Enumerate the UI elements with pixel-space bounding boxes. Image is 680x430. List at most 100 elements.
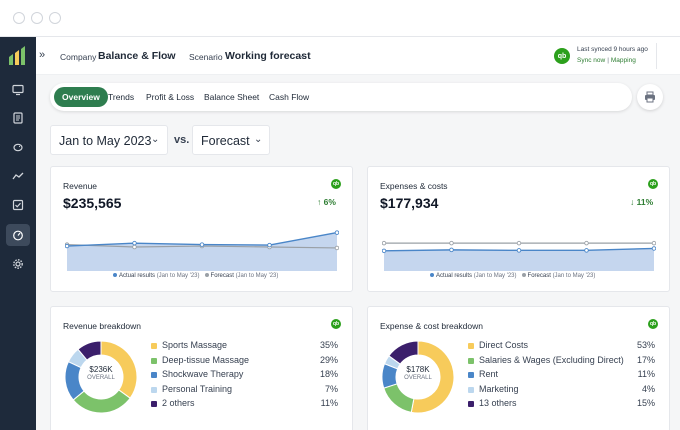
expenses-change: ↓ 11%: [630, 197, 654, 207]
breakdown-row[interactable]: Rent 11%: [468, 369, 663, 383]
period-chevron-down-icon: ⌄: [151, 134, 160, 145]
breakdown-row[interactable]: 13 others 15%: [468, 398, 663, 412]
legend-forecast-period: (Jan to May '23): [235, 273, 279, 279]
breakdown-label: Deep-tissue Massage: [162, 354, 250, 365]
browser-chrome: [0, 0, 680, 37]
expand-sidebar-icon[interactable]: »: [39, 49, 46, 61]
nav-settings-icon[interactable]: [6, 253, 30, 275]
sidebar: [0, 37, 36, 430]
breakdown-row[interactable]: Salaries & Wages (Excluding Direct) 17%: [468, 355, 663, 369]
header-divider: [656, 43, 657, 69]
breakdown-label: Direct Costs: [479, 340, 529, 350]
sync-separator: |: [607, 57, 609, 64]
expenses-title: Expenses & costs: [380, 181, 448, 191]
comparison-value: Forecast: [201, 134, 250, 148]
actual-point[interactable]: [449, 247, 454, 253]
top-header: » Company Balance & Flow ⌄ Scenario Work…: [36, 37, 680, 75]
breakdown-percent: 53%: [636, 340, 655, 350]
expense-donut-center: $178K OVERALL: [380, 365, 456, 381]
actual-point[interactable]: [132, 240, 137, 246]
nav-dashboard-icon[interactable]: [6, 79, 30, 101]
breakdown-label: Marketing: [479, 383, 519, 394]
actual-point[interactable]: [516, 248, 522, 253]
breakdown-percent: 11%: [637, 369, 655, 379]
actual-area: [384, 248, 654, 271]
legend-forecast-label: Forecast: [527, 273, 551, 279]
mapping-link[interactable]: Mapping: [610, 57, 636, 64]
nav-gauge-icon[interactable]: [6, 224, 30, 246]
legend-actual-period: (Jan to May '23): [156, 273, 200, 279]
breakdown-row[interactable]: Personal Training 7%: [151, 384, 346, 398]
forecast-point[interactable]: [132, 244, 137, 250]
nav-tasks-icon[interactable]: [6, 194, 30, 216]
company-label: Company: [60, 52, 97, 62]
breakdown-row[interactable]: 2 others 11%: [151, 398, 346, 412]
window-close-dot[interactable]: [13, 12, 25, 24]
scenario-label: Scenario: [189, 52, 223, 62]
breakdown-percent: 11%: [320, 398, 338, 408]
actual-point[interactable]: [334, 230, 339, 235]
forecast-point[interactable]: [334, 245, 339, 251]
print-button[interactable]: [637, 84, 663, 110]
expense-overall-value: $178K: [406, 365, 430, 374]
period-select[interactable]: Jan to May 2023 ⌄: [50, 125, 168, 155]
expense-breakdown-card[interactable]: Expense & cost breakdown qb $178K OVERAL…: [367, 306, 670, 430]
legend-swatch: [151, 372, 157, 378]
breakdown-row[interactable]: Deep-tissue Massage 29%: [151, 355, 346, 369]
forecast-point[interactable]: [382, 240, 387, 246]
actual-point[interactable]: [199, 242, 205, 247]
donut-slice[interactable]: [410, 340, 455, 414]
revenue-card[interactable]: Revenue qb $235,565 ↑ 6% Actual results …: [50, 166, 353, 292]
legend-swatch: [468, 357, 474, 364]
tab-profit-loss[interactable]: Profit & Loss: [146, 92, 195, 102]
window-minimize-dot[interactable]: [31, 12, 43, 24]
breakdown-percent: 18%: [319, 369, 338, 379]
actual-area: [67, 232, 337, 271]
sync-now-link[interactable]: Sync now: [577, 57, 606, 64]
forecast-point[interactable]: [449, 240, 454, 246]
company-selector[interactable]: Balance & Flow: [98, 50, 176, 62]
comparison-select[interactable]: Forecast ⌄: [192, 125, 270, 155]
breakdown-percent: 17%: [636, 354, 655, 365]
expenses-card[interactable]: Expenses & costs qb $177,934 ↓ 11% Actua…: [367, 166, 670, 292]
legend-swatch: [468, 343, 474, 349]
breakdown-row[interactable]: Marketing 4%: [468, 384, 663, 398]
forecast-point[interactable]: [651, 240, 656, 246]
breakdown-row[interactable]: Direct Costs 53%: [468, 340, 663, 354]
donut-slice[interactable]: [388, 340, 419, 365]
donut-slice[interactable]: [77, 340, 102, 361]
forecast-point[interactable]: [516, 240, 522, 246]
donut-slice[interactable]: [383, 383, 415, 413]
tab-trends[interactable]: Trends: [108, 92, 135, 102]
actual-point[interactable]: [382, 248, 387, 254]
nav-piggy-bank-icon[interactable]: [6, 136, 30, 158]
nav-trends-icon[interactable]: [6, 165, 30, 187]
actual-legend-swatch: [113, 273, 117, 278]
actual-point[interactable]: [267, 242, 272, 248]
nav-reports-icon[interactable]: [6, 107, 30, 129]
breakdown-row[interactable]: Shockwave Therapy 18%: [151, 369, 346, 383]
window-maximize-dot[interactable]: [49, 12, 61, 24]
scenario-chevron-down-icon[interactable]: ⌄: [299, 50, 307, 60]
expense-overall-label: OVERALL: [404, 375, 432, 381]
tab-balance-sheet[interactable]: Balance Sheet: [204, 92, 260, 102]
expenses-area-chart: [382, 240, 656, 271]
revenue-breakdown-card[interactable]: Revenue breakdown qb $236K OVERALL Sport…: [50, 306, 353, 430]
scenario-selector[interactable]: Working forecast: [225, 50, 311, 62]
actual-point[interactable]: [651, 246, 656, 251]
breakdown-row[interactable]: Sports Massage 35%: [151, 340, 346, 354]
actual-point[interactable]: [584, 248, 589, 253]
app-logo-icon[interactable]: [7, 45, 29, 67]
tab-overview[interactable]: Overview: [54, 87, 108, 107]
revenue-title: Revenue: [63, 181, 98, 191]
company-chevron-down-icon[interactable]: ⌄: [164, 50, 172, 60]
forecast-point[interactable]: [584, 240, 589, 246]
legend-forecast-period: (Jan to May '23): [552, 273, 596, 279]
revenue-overall-value: $236K: [89, 365, 113, 374]
actual-point[interactable]: [65, 243, 70, 249]
breakdown-label: Personal Training: [162, 383, 233, 394]
tab-cash-flow[interactable]: Cash Flow: [269, 92, 310, 102]
legend-swatch: [151, 401, 157, 407]
breakdown-percent: 7%: [324, 383, 338, 394]
legend-swatch: [468, 386, 474, 393]
